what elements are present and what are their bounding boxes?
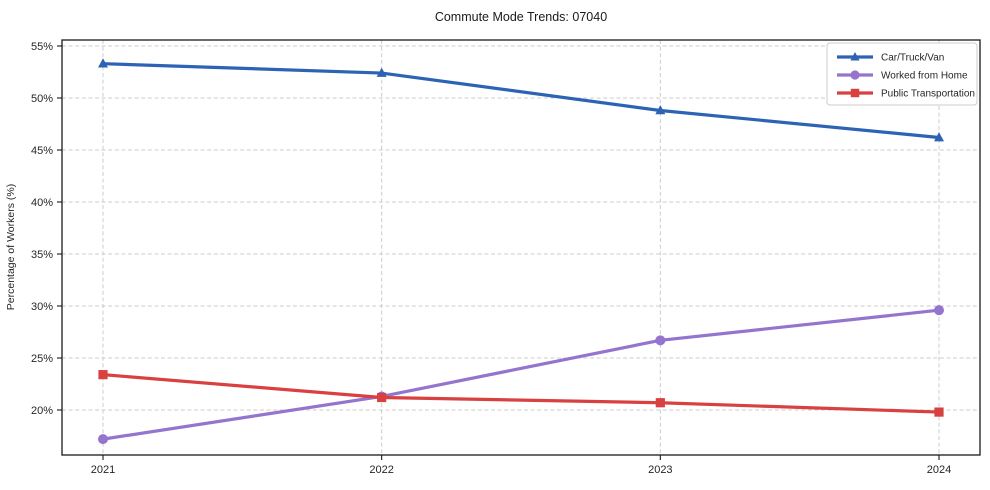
y-tick-label: 55% (31, 41, 53, 53)
series-worked-from-home (98, 305, 944, 445)
y-tick-label: 40% (31, 197, 53, 209)
y-tick-labels: 20% 25% 30% 35% 40% 45% 50% 55% (31, 41, 53, 417)
circle-marker (850, 70, 860, 80)
square-marker (850, 88, 860, 98)
legend-label: Car/Truck/Van (881, 53, 944, 64)
series-line-worked-from-home (101, 308, 941, 441)
series-public-transportation (98, 370, 944, 417)
y-tick-label: 30% (31, 301, 53, 313)
y-tick-label: 35% (31, 249, 53, 261)
triangle-marker (376, 67, 387, 77)
chart-title: Commute Mode Trends: 07040 (435, 10, 607, 24)
triangle-marker (934, 132, 944, 142)
square-marker (377, 392, 387, 403)
gridlines (62, 40, 980, 455)
y-tick-label: 45% (31, 145, 53, 157)
x-tick-label: 2023 (648, 464, 672, 476)
triangle-marker (850, 52, 860, 61)
legend-label: Worked from Home (881, 71, 968, 82)
axis-ticks (57, 45, 940, 460)
square-marker (655, 398, 665, 408)
y-tick-label: 25% (31, 353, 53, 365)
circle-marker (98, 434, 108, 445)
series-line-public-transportation (101, 373, 941, 414)
x-tick-label: 2022 (369, 464, 393, 476)
x-tick-labels: 2021 2022 2023 2024 (91, 464, 951, 476)
triangle-marker (655, 105, 666, 115)
y-tick-label: 50% (31, 93, 53, 105)
series-group (98, 58, 944, 445)
square-marker (98, 370, 108, 380)
circle-marker (934, 305, 944, 316)
legend-item: Worked from Home (837, 70, 968, 82)
circle-marker (655, 335, 666, 346)
triangle-marker (98, 58, 108, 68)
x-tick-label: 2021 (91, 464, 115, 476)
legend-label: Public Transportation (881, 89, 975, 100)
square-marker (934, 407, 944, 417)
legend-item: Public Transportation (837, 89, 975, 100)
legend: Car/Truck/Van Worked from Home Public Tran… (826, 42, 978, 106)
y-axis-label: Percentage of Workers (%) (5, 184, 17, 310)
legend-item: Car/Truck/Van (837, 52, 944, 64)
series-line-car-truck-van (101, 62, 941, 140)
plot-border (61, 39, 981, 456)
y-tick-label: 20% (31, 405, 53, 417)
series-car-truck-van (98, 58, 944, 142)
x-tick-label: 2024 (927, 464, 951, 476)
